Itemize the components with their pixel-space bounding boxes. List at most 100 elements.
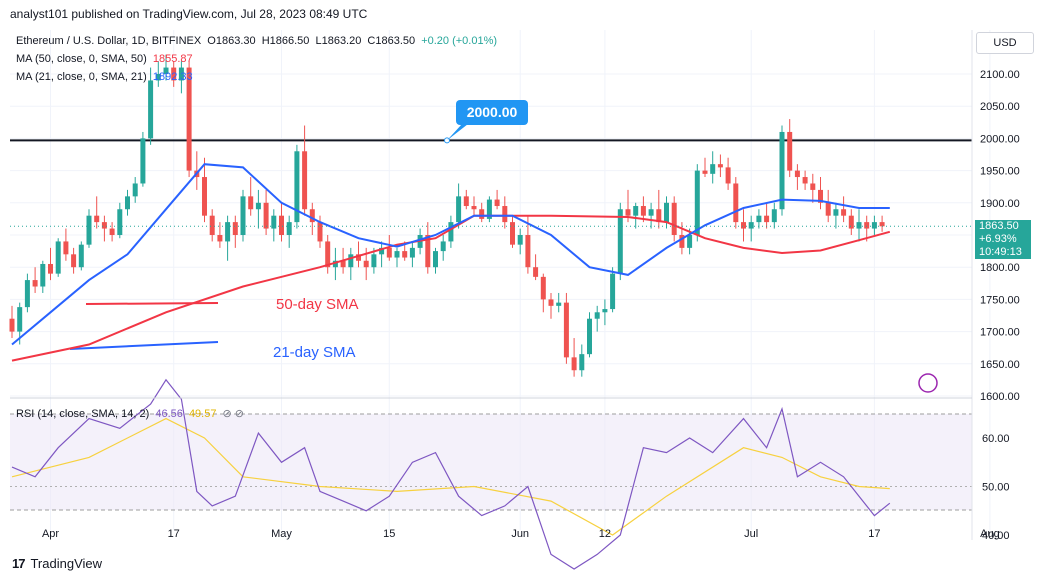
currency-button[interactable]: USD — [976, 32, 1034, 54]
candle-body — [155, 74, 161, 81]
candle-body — [617, 209, 623, 274]
candle-body — [471, 206, 477, 210]
candle-body — [240, 196, 246, 235]
rsi-legend: RSI (14, close, SMA, 14, 2) 46.56 49.57 … — [16, 407, 247, 420]
brand-name: TradingView — [30, 556, 103, 571]
price-tick-label: 1700.00 — [980, 327, 1020, 339]
candle-body — [648, 209, 654, 216]
candle-body — [225, 222, 231, 242]
candle-body — [810, 183, 816, 190]
candle-body — [802, 177, 808, 184]
candle-body — [294, 151, 300, 223]
candle-body — [494, 199, 500, 207]
candle-body — [787, 131, 793, 171]
price-tick-label: 1750.00 — [980, 294, 1020, 306]
sma-annotation-lines: 50-day SMA 21-day SMA — [69, 296, 359, 361]
rsi-pane — [10, 378, 972, 570]
rsi-band — [10, 414, 972, 510]
candle-body — [502, 206, 508, 223]
time-tick-label: 12 — [599, 528, 611, 540]
candle-body — [363, 260, 369, 268]
lightning-icon — [918, 373, 938, 393]
candle-body — [533, 267, 539, 277]
price-tick-label: 2050.00 — [980, 101, 1020, 113]
candle-body — [17, 307, 23, 332]
callout-label: 2000.00 — [467, 104, 518, 120]
time-tick-label: 17 — [168, 528, 180, 540]
price-tick-label: 2000.00 — [980, 133, 1020, 145]
candle-body — [748, 222, 754, 229]
candle-body — [255, 202, 261, 210]
candle-body — [579, 354, 585, 371]
candle-body — [286, 222, 292, 235]
visibility-icon[interactable]: ⊘ ⊘ — [222, 408, 245, 420]
candle-body — [9, 318, 15, 332]
footer-brand: 17 TradingView — [12, 556, 102, 571]
candle-body — [517, 235, 523, 245]
time-tick-label: Jul — [744, 528, 758, 540]
candle-body — [409, 247, 415, 258]
time-tick-label: Aug — [980, 528, 1000, 540]
candle-body — [486, 199, 492, 219]
candle-body — [125, 196, 130, 210]
candle-body — [463, 196, 469, 207]
candle-body — [818, 189, 823, 203]
candle-body — [386, 247, 392, 258]
candle-body — [725, 167, 731, 184]
ma21-legend: MA (21, close, 0, SMA, 21) 1892.33 — [16, 71, 196, 83]
ma50-legend: MA (50, close, 0, SMA, 50) 1855.87 — [16, 53, 196, 65]
symbol-label: Ethereum / U.S. Dollar, 1D, BITFINEX — [16, 35, 202, 47]
candle-body — [132, 183, 138, 197]
candle-body — [394, 251, 400, 258]
percent-change: +6.93% — [979, 233, 1017, 245]
candle-body — [178, 67, 184, 81]
rsi-label: RSI (14, close, SMA, 14, 2) — [16, 408, 150, 420]
candle-body — [717, 164, 723, 168]
candle-body — [340, 260, 346, 268]
candle-body — [279, 215, 284, 235]
candle-body — [263, 202, 269, 229]
candle-body — [317, 222, 323, 242]
candle-body — [563, 302, 569, 358]
ma21-value: 1892.33 — [152, 71, 193, 83]
candle-body — [456, 196, 462, 223]
candle-body — [764, 215, 770, 223]
candle-body — [871, 222, 877, 229]
tradingview-logo-icon: 17 — [12, 556, 26, 571]
candle-body — [55, 241, 61, 274]
candle-body — [571, 357, 577, 371]
ma21-label: MA (21, close, 0, SMA, 21) — [16, 71, 147, 83]
moving-averages — [10, 163, 972, 362]
candle-body — [856, 222, 862, 229]
candle-body — [510, 222, 515, 245]
candle-body — [864, 222, 870, 229]
close-value: C1863.50 — [367, 35, 416, 47]
candle-body — [86, 215, 92, 245]
bar-timer: 10:49:13 — [979, 246, 1022, 258]
candle-body — [440, 241, 446, 252]
candle-body — [702, 170, 708, 174]
rsi-tick-label: 60.00 — [982, 433, 1010, 445]
rsi-ma-line — [11, 417, 890, 536]
candle-body — [371, 254, 377, 268]
candle-body — [879, 222, 885, 227]
candle-body — [202, 177, 207, 216]
candle-body — [525, 235, 531, 268]
time-tick-label: 17 — [868, 528, 880, 540]
candle-body — [625, 209, 631, 216]
rsi-value: 46.56 — [155, 408, 183, 420]
candle-body — [271, 215, 277, 229]
candle-body — [433, 251, 438, 268]
ma50-value: 1855.87 — [152, 53, 193, 65]
candle-body — [78, 244, 84, 268]
candle-body — [109, 228, 115, 235]
axes: 2100.002050.002000.001950.001900.001850.… — [10, 30, 1020, 542]
candle-body — [602, 309, 608, 313]
callout-pointer — [447, 124, 468, 141]
candle-body — [302, 151, 308, 210]
open-value: O1863.30 — [207, 35, 256, 47]
candle-body — [356, 254, 361, 261]
candle-body — [171, 67, 177, 81]
candle-body — [94, 215, 100, 223]
